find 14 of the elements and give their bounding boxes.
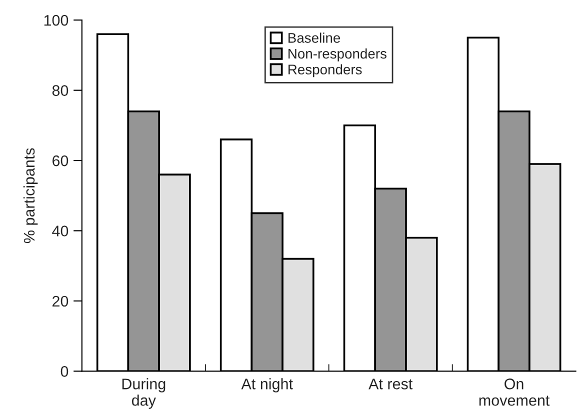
x-tick-label: During day <box>122 378 166 409</box>
legend-label: Non-responders <box>288 48 386 62</box>
x-tick-label: At night <box>241 378 293 392</box>
y-tick-label: 100 <box>44 14 68 26</box>
y-tick-label: 0 <box>60 366 68 377</box>
x-tick-label: At rest <box>368 378 413 390</box>
legend-label: Baseline <box>288 32 340 43</box>
legend-label: Responders <box>288 64 362 78</box>
y-axis-title: % participants <box>23 148 38 244</box>
x-tick-label: On movement <box>479 378 550 406</box>
y-tick-label: 80 <box>52 85 68 96</box>
y-tick-label: 20 <box>52 296 68 307</box>
y-tick-label: 60 <box>52 155 68 166</box>
y-tick-label: 40 <box>52 226 68 236</box>
